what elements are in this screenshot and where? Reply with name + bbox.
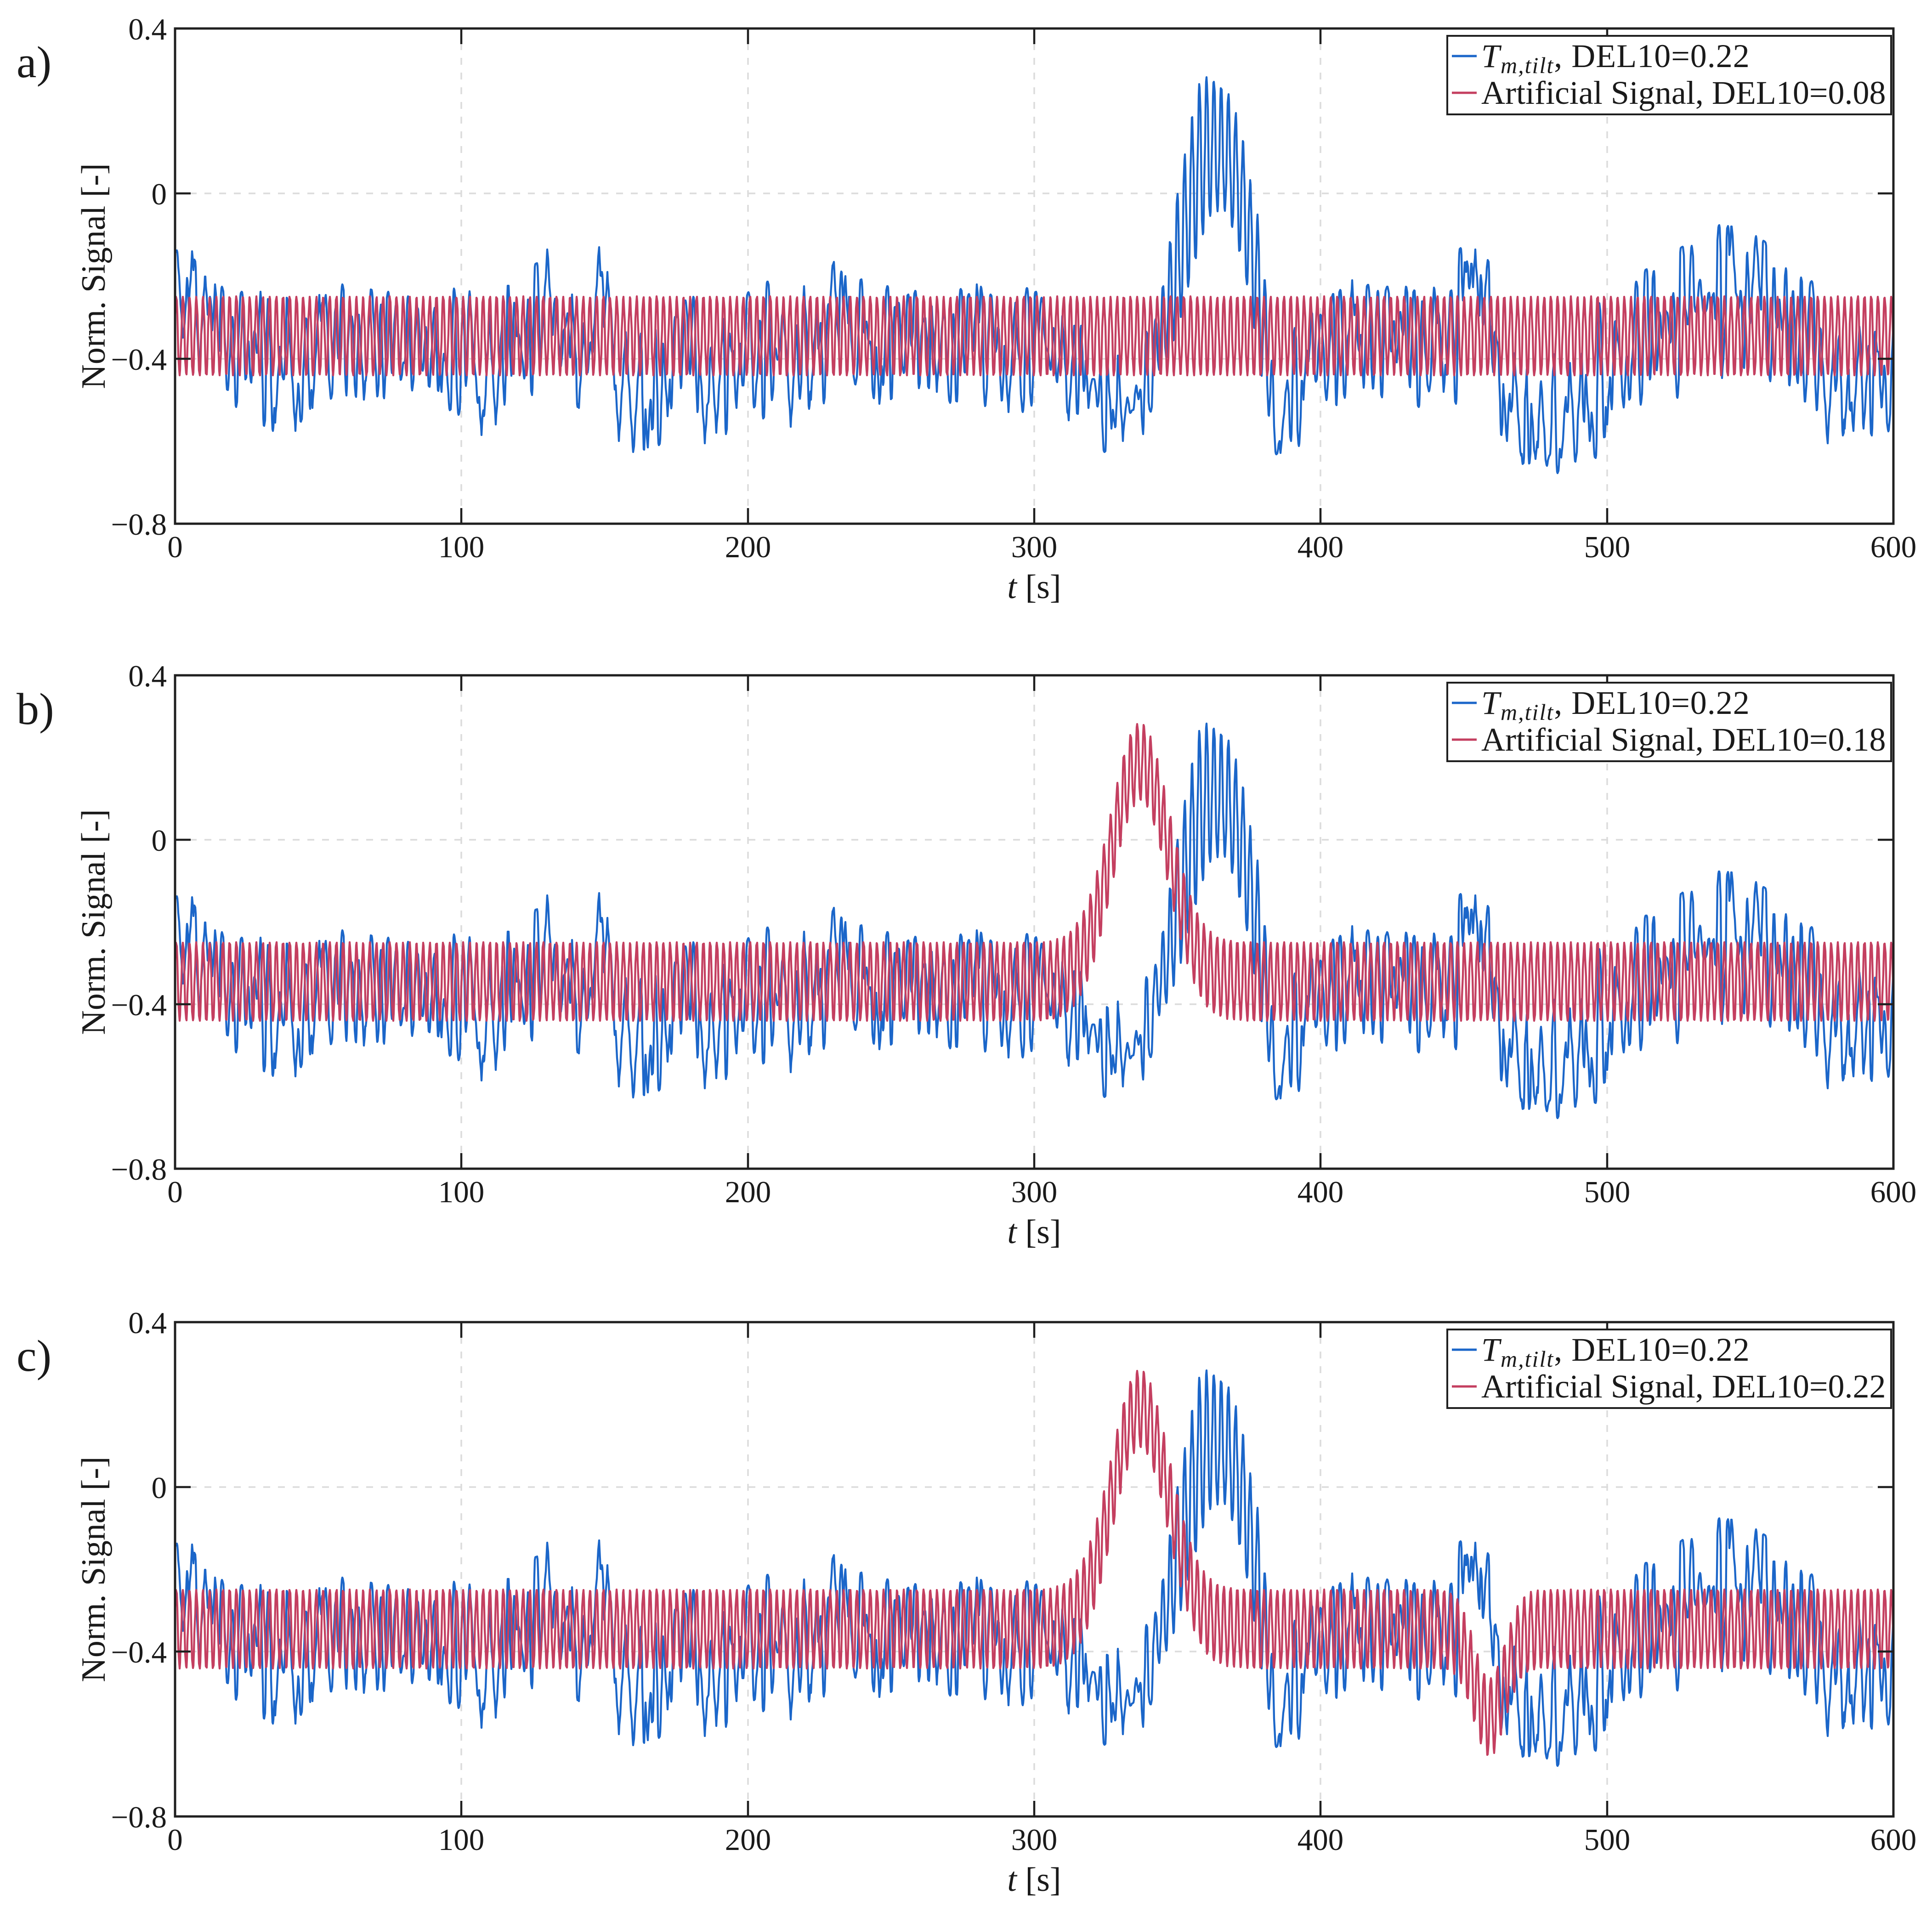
svg-text:t [s]: t [s] — [1007, 1213, 1061, 1251]
svg-text:0: 0 — [167, 530, 183, 564]
svg-text:Artificial Signal, DEL10=0.18: Artificial Signal, DEL10=0.18 — [1481, 721, 1886, 758]
svg-text:Norm. Signal [-]: Norm. Signal [-] — [75, 809, 113, 1035]
svg-text:Tm,tilt, DEL10=0.22: Tm,tilt, DEL10=0.22 — [1481, 1331, 1750, 1372]
svg-text:100: 100 — [438, 1823, 485, 1857]
svg-text:100: 100 — [438, 530, 485, 564]
svg-text:200: 200 — [725, 1823, 771, 1857]
svg-text:0: 0 — [167, 1823, 183, 1857]
svg-text:−0.4: −0.4 — [111, 1635, 167, 1669]
svg-text:−0.8: −0.8 — [111, 508, 167, 542]
svg-text:200: 200 — [725, 530, 771, 564]
svg-text:0: 0 — [152, 824, 167, 858]
svg-text:Norm. Signal [-]: Norm. Signal [-] — [75, 163, 113, 389]
svg-text:t [s]: t [s] — [1007, 568, 1061, 606]
svg-text:300: 300 — [1011, 1175, 1058, 1209]
svg-text:Tm,tilt, DEL10=0.22: Tm,tilt, DEL10=0.22 — [1481, 684, 1750, 725]
svg-text:500: 500 — [1584, 1175, 1631, 1209]
svg-text:0: 0 — [167, 1175, 183, 1209]
svg-text:100: 100 — [438, 1175, 485, 1209]
svg-text:−0.4: −0.4 — [111, 988, 167, 1022]
svg-text:500: 500 — [1584, 1823, 1631, 1857]
svg-text:Artificial Signal, DEL10=0.08: Artificial Signal, DEL10=0.08 — [1481, 74, 1886, 111]
svg-text:500: 500 — [1584, 530, 1631, 564]
svg-text:400: 400 — [1297, 1823, 1344, 1857]
svg-text:600: 600 — [1870, 1175, 1917, 1209]
svg-text:600: 600 — [1870, 530, 1917, 564]
svg-text:300: 300 — [1011, 530, 1058, 564]
svg-text:0.4: 0.4 — [128, 659, 167, 693]
svg-text:b): b) — [17, 684, 54, 734]
svg-text:Tm,tilt, DEL10=0.22: Tm,tilt, DEL10=0.22 — [1481, 38, 1750, 78]
svg-text:0: 0 — [152, 1471, 167, 1505]
svg-text:c): c) — [17, 1331, 51, 1381]
svg-text:600: 600 — [1870, 1823, 1917, 1857]
svg-text:a): a) — [17, 38, 51, 87]
svg-text:200: 200 — [725, 1175, 771, 1209]
svg-text:0.4: 0.4 — [128, 12, 167, 46]
svg-text:Artificial Signal, DEL10=0.22: Artificial Signal, DEL10=0.22 — [1481, 1368, 1886, 1405]
svg-text:300: 300 — [1011, 1823, 1058, 1857]
svg-text:400: 400 — [1297, 530, 1344, 564]
svg-text:−0.8: −0.8 — [111, 1153, 167, 1187]
svg-text:0: 0 — [152, 177, 167, 211]
svg-text:−0.8: −0.8 — [111, 1800, 167, 1834]
svg-text:Norm. Signal [-]: Norm. Signal [-] — [75, 1456, 113, 1682]
svg-text:−0.4: −0.4 — [111, 343, 167, 377]
svg-text:0.4: 0.4 — [128, 1306, 167, 1340]
svg-text:t [s]: t [s] — [1007, 1861, 1061, 1899]
svg-text:400: 400 — [1297, 1175, 1344, 1209]
